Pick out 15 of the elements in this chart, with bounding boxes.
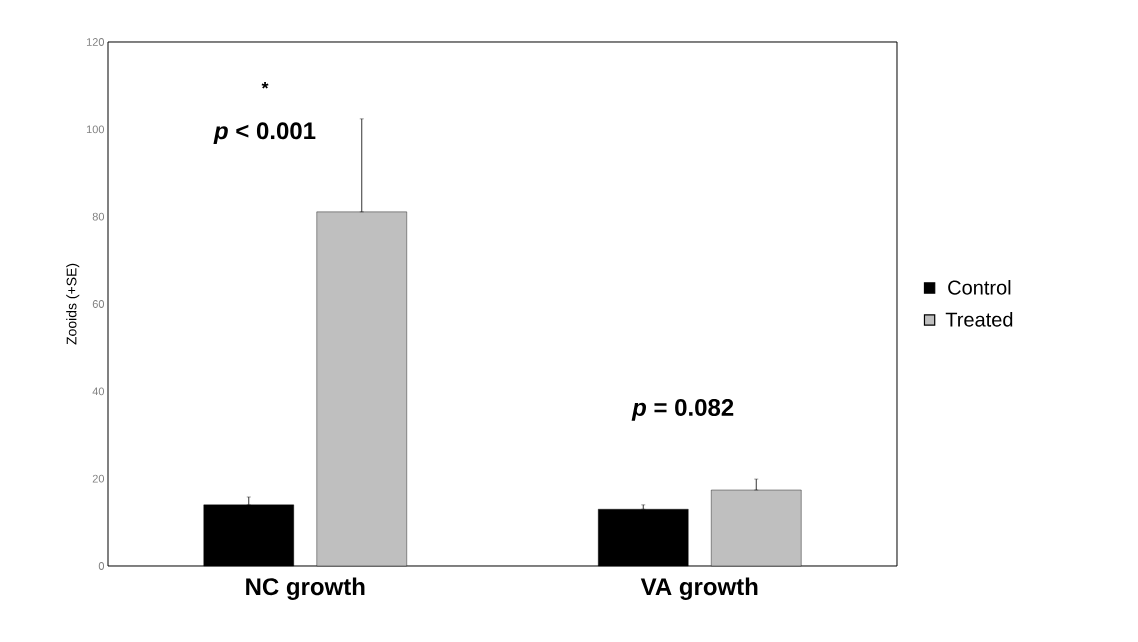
y-tick-label: 20 — [92, 474, 105, 483]
legend-label: Treated — [945, 311, 1013, 327]
y-tick-label: 80 — [92, 212, 105, 221]
x-tick-label: VA growth — [640, 577, 758, 600]
y-tick-label: 60 — [92, 300, 105, 308]
annotation: p = 0.082 — [631, 398, 734, 421]
legend-label: Control — [948, 280, 1011, 295]
y-tick-label: 40 — [92, 387, 105, 396]
y-tick-label: 0 — [98, 562, 105, 570]
annotation: p < 0.001 — [213, 122, 316, 145]
y-tick-label: 100 — [86, 125, 105, 134]
y-axis-title: Zooids (+SE) — [66, 263, 80, 345]
x-tick-label: NC growth — [246, 577, 365, 600]
annotation: * — [261, 81, 269, 89]
y-tick-label: 120 — [86, 38, 105, 46]
